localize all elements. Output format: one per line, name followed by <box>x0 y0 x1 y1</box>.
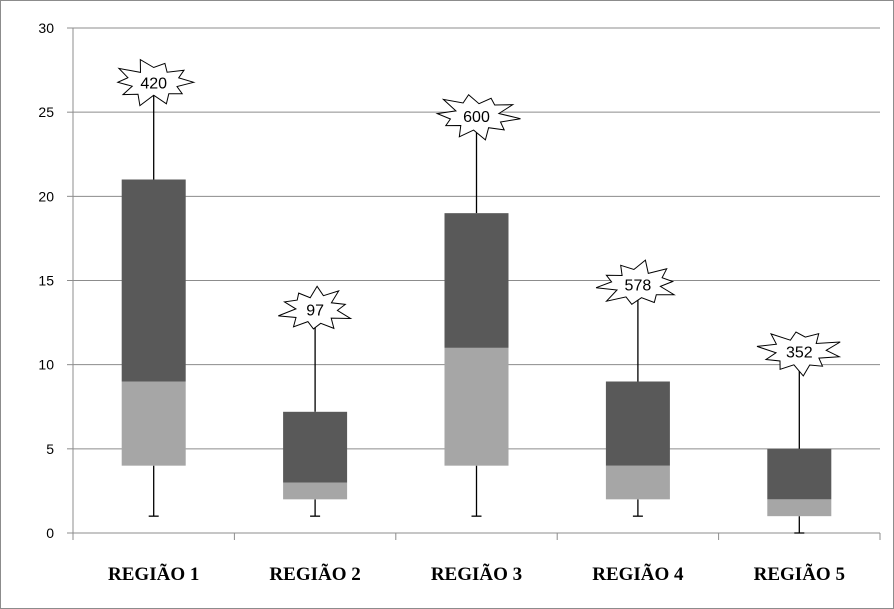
box-3: 600 <box>435 93 521 517</box>
outlier-burst <box>116 58 196 107</box>
box-2: 97 <box>278 285 353 517</box>
x-category-label: REGIÃO 3 <box>431 563 522 585</box>
category-labels: REGIÃO 1 REGIÃO 2 REGIÃO 3 REGIÃO 4 REGIÃO 5 <box>108 563 845 585</box>
lower-box <box>283 482 348 500</box>
x-category-label: REGIÃO 5 <box>754 563 845 585</box>
boxes: 420 97 600 578 352 <box>116 58 842 534</box>
x-category-label: REGIÃO 4 <box>592 563 684 585</box>
y-tick-label: 30 <box>38 20 54 36</box>
y-tick-label: 0 <box>46 525 54 541</box>
upper-box <box>283 411 348 483</box>
upper-box <box>121 179 186 382</box>
y-tick-label: 10 <box>38 357 54 373</box>
lower-box <box>121 381 186 466</box>
outlier-burst <box>756 331 842 377</box>
y-tick-label: 5 <box>46 441 54 457</box>
upper-box <box>444 213 509 348</box>
upper-box <box>767 448 832 500</box>
outlier-label: 578 <box>625 277 652 294</box>
y-tick-label: 25 <box>38 104 54 120</box>
box-1: 420 <box>116 58 196 517</box>
y-tick-label: 20 <box>38 188 54 204</box>
axes <box>72 28 880 534</box>
y-tick-label: 15 <box>38 273 54 289</box>
outlier-burst <box>595 259 676 305</box>
y-tick-labels: 0 5 10 15 20 25 30 <box>38 20 54 541</box>
outlier-label: 352 <box>786 345 813 362</box>
box-5: 352 <box>756 331 842 534</box>
outlier-label: 600 <box>463 109 490 126</box>
outlier-burst <box>278 285 353 330</box>
lower-box <box>605 465 670 500</box>
x-category-label: REGIÃO 2 <box>269 563 360 585</box>
outlier-label: 97 <box>306 303 324 320</box>
outlier-burst <box>435 93 521 141</box>
box-4: 578 <box>595 259 676 517</box>
x-category-label: REGIÃO 1 <box>108 563 199 585</box>
upper-box <box>605 381 670 466</box>
lower-box <box>444 347 509 466</box>
lower-box <box>767 499 832 517</box>
outlier-label: 420 <box>140 75 167 92</box>
